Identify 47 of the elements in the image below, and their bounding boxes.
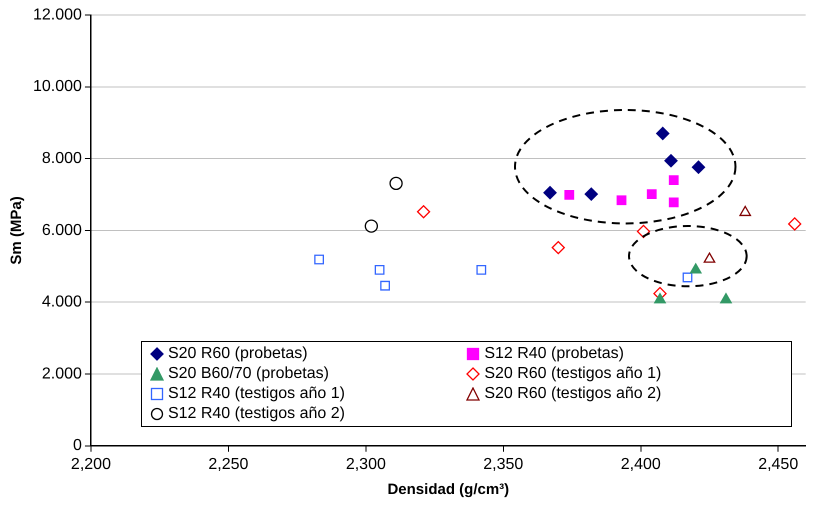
point (389, 176, 403, 190)
x-tick-label: 2,300 (346, 456, 386, 473)
y-tick-label: 10.000 (33, 78, 82, 96)
y-tick-label: 0 (73, 437, 82, 454)
point (668, 175, 679, 186)
point (416, 205, 430, 218)
point (654, 293, 666, 304)
point (664, 154, 678, 168)
y-tick-label: 6.000 (42, 222, 82, 239)
point (476, 264, 486, 275)
y-tick-label: 2.000 (42, 365, 82, 382)
point (720, 293, 732, 304)
point (656, 126, 670, 140)
legend-label: S12 R40 (probetas) (484, 344, 624, 363)
point (690, 263, 702, 274)
point (682, 272, 692, 282)
point (788, 217, 802, 231)
point (364, 219, 378, 233)
y-tick-label: 8.000 (42, 150, 82, 168)
legend-label: S20 R60 (probetas) (168, 344, 308, 363)
x-tick-label: 2,350 (483, 456, 524, 473)
point (374, 264, 384, 275)
x-tick-label: 2,250 (208, 456, 249, 473)
x-axis-title: Densidad (g/cm³) (387, 481, 510, 498)
point (739, 206, 752, 216)
legend-label: S20 R60 (testigos año 1) (484, 364, 662, 383)
y-tick-label: 12.000 (33, 6, 82, 24)
point (668, 198, 679, 208)
point (704, 252, 716, 263)
point (646, 189, 657, 200)
point (616, 195, 626, 206)
point (584, 187, 598, 201)
x-tick-label: 2,400 (620, 456, 661, 473)
y-axis-title: Sm (MPa) (8, 196, 26, 265)
point (543, 186, 557, 200)
legend-label: S12 R40 (testigos año 1) (168, 384, 345, 403)
x-tick-label: 2,450 (758, 456, 798, 473)
point (314, 254, 324, 264)
legend-label: S20 B60/70 (probetas) (168, 364, 329, 383)
y-tick-label: 4.000 (42, 294, 82, 311)
x-tick-label: 2,200 (70, 456, 112, 473)
legend-label: S20 R60 (testigos año 2) (484, 384, 662, 403)
point (552, 240, 565, 254)
point (380, 280, 390, 291)
legend-label: S12 R40 (testigos año 2) (168, 404, 345, 423)
point (564, 190, 574, 200)
point (692, 160, 706, 174)
